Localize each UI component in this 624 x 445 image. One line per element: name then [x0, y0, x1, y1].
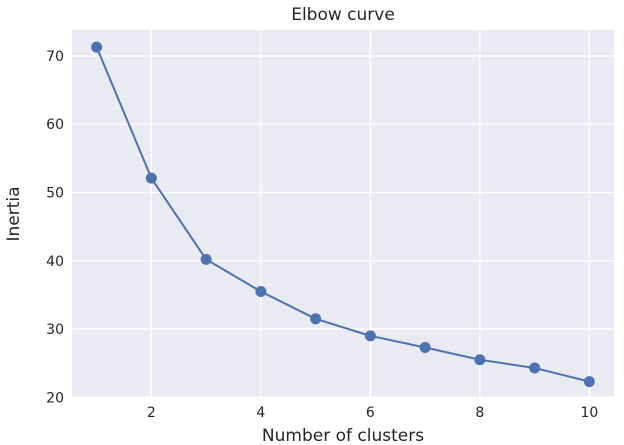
data-point — [583, 376, 595, 388]
y-tick-label: 40 — [46, 254, 64, 270]
x-tick-label: 8 — [475, 405, 484, 421]
y-axis-label: Inertia — [4, 186, 24, 241]
y-tick-labels: 20 30 40 50 60 70 — [46, 49, 64, 406]
data-point — [364, 330, 376, 342]
series-line — [95, 46, 590, 383]
data-point — [255, 285, 267, 297]
data-point — [91, 41, 103, 53]
data-point — [474, 354, 486, 366]
data-point — [145, 172, 157, 184]
x-axis-label: Number of clusters — [262, 426, 424, 445]
data-point — [419, 341, 431, 353]
grid-lines — [72, 30, 614, 398]
x-tick-label: 6 — [366, 405, 375, 421]
data-point — [200, 253, 212, 265]
x-tick-label: 4 — [256, 405, 265, 421]
x-tick-label: 2 — [147, 405, 156, 421]
plot-area — [72, 30, 614, 398]
series-group — [91, 41, 595, 388]
y-tick-label: 60 — [46, 117, 64, 133]
data-point — [310, 313, 322, 325]
y-tick-label: 20 — [46, 390, 64, 406]
y-tick-label: 50 — [46, 185, 64, 201]
data-point — [529, 362, 541, 374]
x-tick-label: 10 — [580, 405, 598, 421]
y-tick-label: 70 — [46, 49, 64, 65]
x-tick-labels: 2 4 6 8 10 — [147, 405, 598, 421]
y-tick-label: 30 — [46, 322, 64, 338]
chart-title: Elbow curve — [291, 5, 395, 25]
